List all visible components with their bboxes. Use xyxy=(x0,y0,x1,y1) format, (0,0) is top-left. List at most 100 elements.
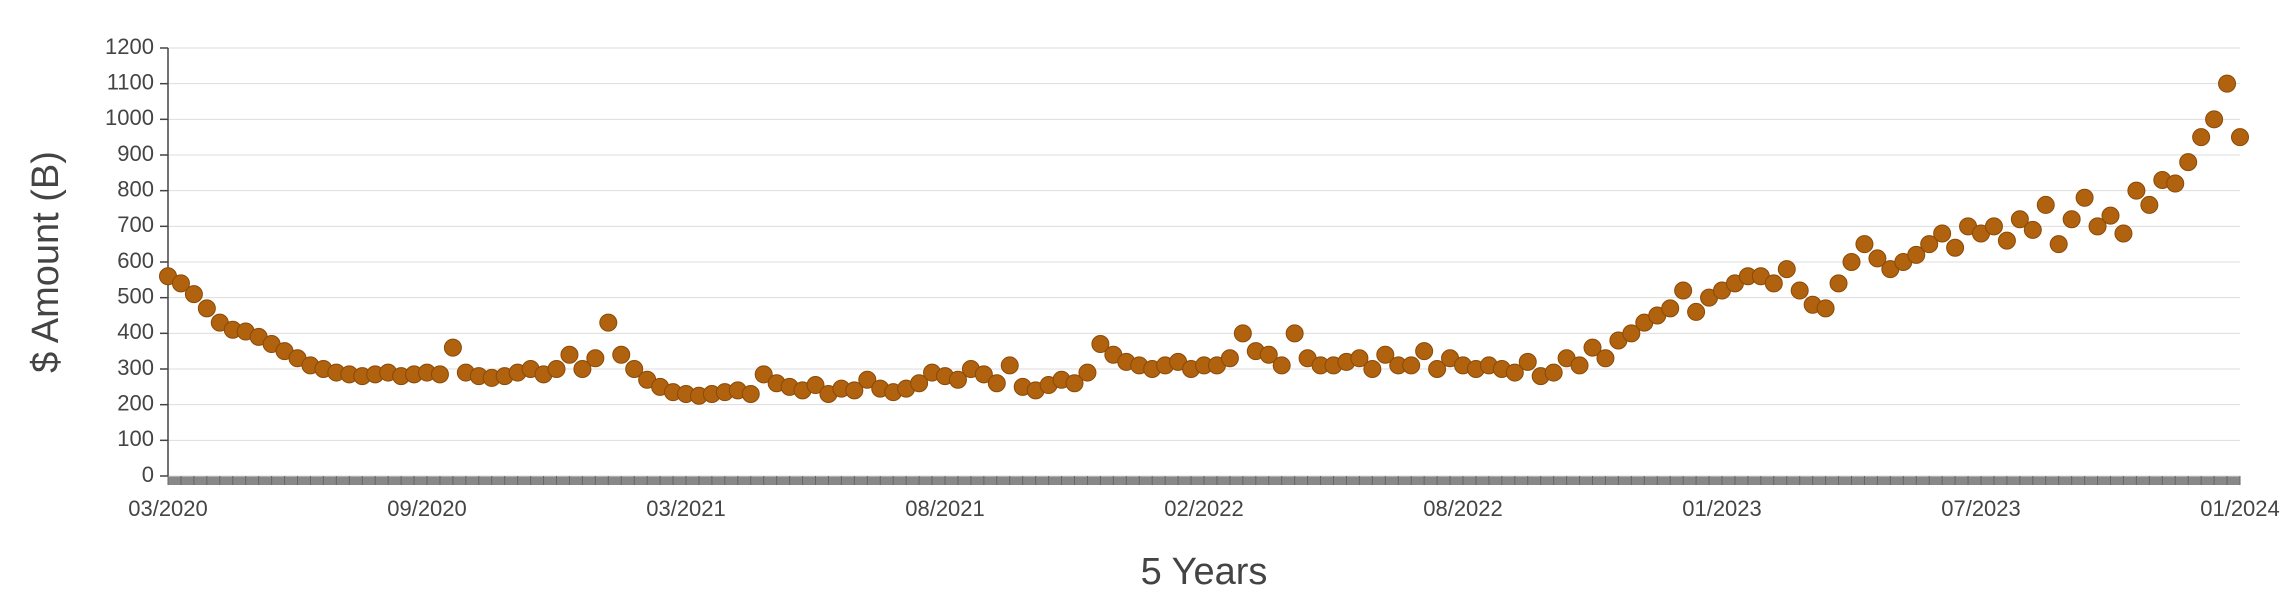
point xyxy=(974,365,993,384)
point xyxy=(1842,253,1861,271)
point xyxy=(1687,302,1706,321)
point xyxy=(586,349,605,368)
y-tick-label: 100 xyxy=(117,426,154,451)
point xyxy=(754,365,773,384)
y-tick-label: 600 xyxy=(117,248,154,273)
y-tick-label: 1200 xyxy=(105,34,154,59)
point xyxy=(573,360,592,378)
point xyxy=(858,370,877,389)
point xyxy=(2166,174,2185,193)
point xyxy=(1376,345,1395,364)
point xyxy=(1402,356,1421,375)
point xyxy=(184,285,203,304)
point xyxy=(2179,153,2198,172)
point xyxy=(1907,245,1926,264)
point xyxy=(1984,217,2003,236)
point xyxy=(1933,224,1952,243)
point xyxy=(1777,260,1796,279)
point xyxy=(2062,210,2081,229)
point xyxy=(1661,299,1680,318)
point xyxy=(1233,324,1252,343)
x-tick-label: 09/2020 xyxy=(387,496,467,521)
point xyxy=(2010,210,2029,229)
x-tick-label: 07/2023 xyxy=(1941,496,2021,521)
y-tick-label: 300 xyxy=(117,355,154,380)
point xyxy=(443,338,462,357)
point xyxy=(2218,74,2237,93)
point xyxy=(2075,188,2094,207)
point xyxy=(806,376,825,395)
point xyxy=(1065,374,1084,393)
x-tick-label: 02/2022 xyxy=(1164,496,1244,521)
y-tick-label: 800 xyxy=(117,176,154,201)
y-tick-label: 500 xyxy=(117,283,154,308)
point xyxy=(2036,195,2055,214)
point xyxy=(1505,363,1524,382)
point xyxy=(547,360,566,378)
point xyxy=(1220,349,1239,368)
point xyxy=(2231,128,2249,147)
point xyxy=(1920,235,1939,254)
point xyxy=(1570,356,1589,375)
point xyxy=(1764,274,1783,293)
y-tick-label: 1100 xyxy=(107,69,154,94)
point xyxy=(741,384,760,403)
point xyxy=(1790,281,1809,300)
point xyxy=(987,374,1006,393)
point xyxy=(612,345,631,364)
point xyxy=(1583,338,1602,357)
point xyxy=(1363,360,1382,378)
x-tick-label: 03/2021 xyxy=(646,496,726,521)
point xyxy=(2088,217,2107,236)
point xyxy=(910,374,929,393)
y-axis-title: $ Amount (B) xyxy=(25,151,67,373)
y-tick-label: 0 xyxy=(142,462,154,487)
point xyxy=(1259,345,1278,364)
point xyxy=(1868,249,1887,268)
x-tick-label: 01/2024 xyxy=(2200,496,2280,521)
point xyxy=(1596,349,1615,368)
point xyxy=(1350,349,1369,368)
point xyxy=(1829,274,1848,293)
y-tick-label: 900 xyxy=(117,141,154,166)
point xyxy=(2114,224,2133,243)
x-tick-label: 08/2021 xyxy=(905,496,985,521)
point xyxy=(560,345,579,364)
x-tick-label: 08/2022 xyxy=(1423,496,1503,521)
point xyxy=(2192,128,2211,147)
point xyxy=(1428,360,1447,378)
y-tick-label: 1000 xyxy=(105,105,154,130)
point xyxy=(2023,220,2042,239)
point xyxy=(2101,206,2120,225)
point xyxy=(948,370,967,389)
point xyxy=(1816,299,1835,318)
point xyxy=(2205,110,2224,129)
point xyxy=(845,381,864,400)
point xyxy=(1078,363,1097,382)
point xyxy=(599,313,618,332)
point xyxy=(1544,363,1563,382)
point xyxy=(430,365,449,384)
y-tick-label: 700 xyxy=(117,212,154,237)
point xyxy=(2140,195,2159,214)
point xyxy=(2127,181,2146,200)
point xyxy=(1997,231,2016,250)
point xyxy=(1415,342,1434,361)
point xyxy=(1091,335,1110,354)
x-axis-title: 5 Years xyxy=(1141,551,1268,593)
point xyxy=(1622,324,1641,343)
point xyxy=(625,360,644,378)
y-tick-label: 200 xyxy=(117,390,154,415)
point xyxy=(1518,352,1537,371)
point xyxy=(1855,235,1874,254)
point xyxy=(197,299,216,318)
point xyxy=(2049,235,2068,254)
point xyxy=(1946,238,1965,257)
point xyxy=(1000,356,1019,375)
point xyxy=(1674,281,1693,300)
point xyxy=(1285,324,1304,343)
x-tick-label: 03/2020 xyxy=(128,496,208,521)
x-tick-label: 01/2023 xyxy=(1682,496,1762,521)
y-tick-label: 400 xyxy=(117,319,154,344)
